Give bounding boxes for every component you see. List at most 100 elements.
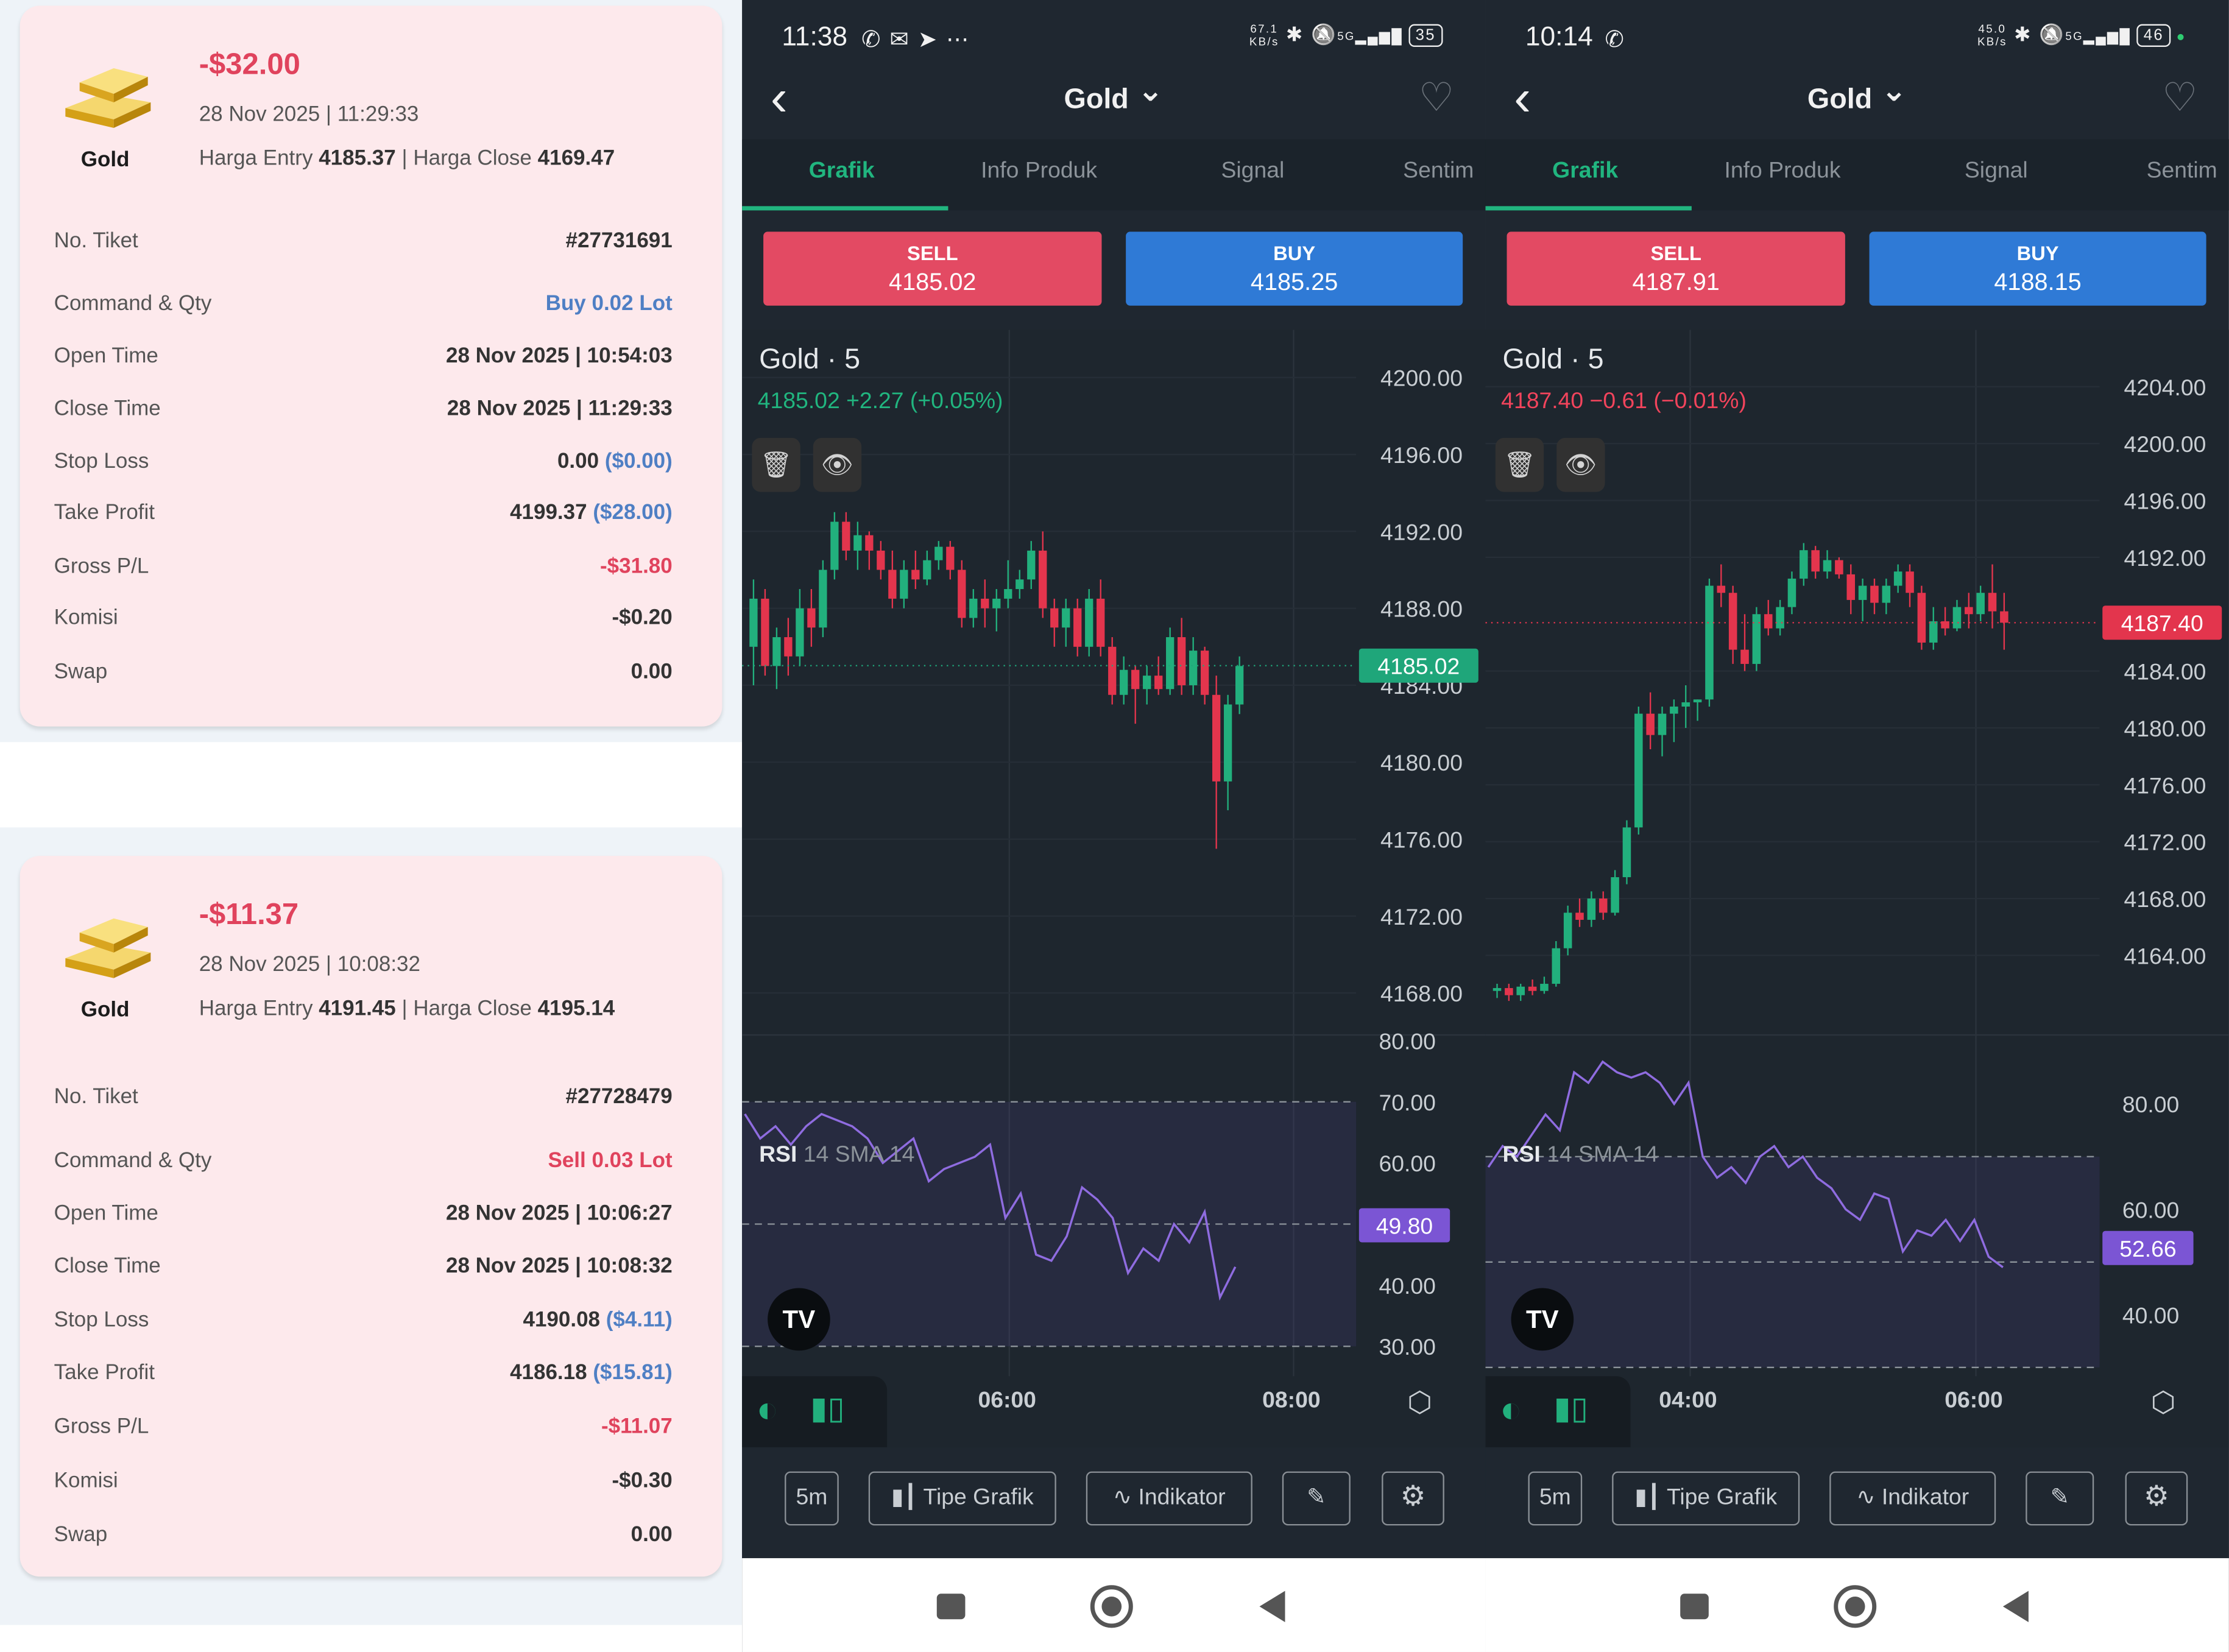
theme-toggle-icon[interactable]: ◐ <box>1499 1387 1522 1430</box>
chart-settings-icon[interactable]: ⬡ <box>1407 1387 1432 1419</box>
gear-icon[interactable]: ⚙ <box>1382 1471 1444 1526</box>
chart-type-button[interactable]: ▮┃ Tipe Grafik <box>1612 1471 1800 1526</box>
recent-apps-icon[interactable] <box>936 1594 966 1620</box>
candle <box>1670 699 1678 743</box>
chart-title: Gold · 5 <box>759 344 861 376</box>
tab-grafik[interactable]: Grafik <box>808 159 875 184</box>
price-chart[interactable]: 4200.00 4196.00 4192.00 4188.00 4184.00 4180.… <box>742 330 1486 1447</box>
time-axis-label: 06:00 <box>1945 1389 2003 1413</box>
candle <box>830 512 839 580</box>
candle <box>1062 598 1070 647</box>
back-chevron-icon[interactable]: ‹ <box>770 68 788 127</box>
detail-value-main: 0.00 <box>631 659 673 684</box>
app-header: ‹ Gold ⌄ ♡ <box>742 68 1485 131</box>
timeframe-button[interactable]: 5m <box>1528 1471 1583 1526</box>
candle <box>1634 706 1643 835</box>
price-axis-label: 4172.00 <box>2124 830 2206 855</box>
trade-card[interactable]: Gold -$11.37 28 Nov 2025 | 10:08:32 Harga E… <box>19 856 722 1577</box>
price-axis-label: 4168.00 <box>2124 886 2206 912</box>
buy-price: 4185.25 <box>1250 269 1338 296</box>
candle <box>1004 560 1012 609</box>
entry-price-label: Harga Entry <box>199 146 313 171</box>
tradingview-logo-icon[interactable]: TV <box>768 1288 830 1351</box>
notification-icons: ✆ ✉ ➤ ⋯ <box>861 28 970 53</box>
price-separator: | <box>401 997 408 1021</box>
close-price-label: Harga Close <box>413 997 532 1021</box>
tab-sentim[interactable]: Sentim <box>1403 159 1474 184</box>
heart-icon[interactable]: ♡ <box>2161 75 2198 120</box>
candle <box>1752 607 1761 671</box>
timeframe-button[interactable]: 5m <box>785 1471 839 1526</box>
tab-signal[interactable]: Signal <box>1964 159 2028 184</box>
tab-sentim[interactable]: Sentim <box>2146 159 2217 184</box>
trash-icon[interactable]: 🗑 <box>752 437 800 492</box>
candle <box>1178 618 1186 695</box>
detail-value-main: 28 Nov 2025 | 10:06:27 <box>445 1201 673 1226</box>
tab-info-produk[interactable]: Info Produk <box>981 159 1098 184</box>
home-icon[interactable] <box>1834 1585 1877 1628</box>
candle <box>784 618 793 676</box>
candle <box>1906 564 1914 607</box>
layout-toggle-icon[interactable]: ▮▯ <box>1553 1390 1589 1426</box>
eye-icon[interactable]: 👁 <box>813 437 862 492</box>
candle <box>1143 666 1151 705</box>
detail-label: Swap <box>54 1522 108 1547</box>
detail-value: -$11.07 <box>601 1414 673 1439</box>
back-icon[interactable] <box>2002 1590 2029 1622</box>
time-axis-label: 06:00 <box>978 1389 1036 1413</box>
sell-button[interactable]: SELL 4187.91 <box>1507 231 1845 306</box>
time-axis-label: 04:00 <box>1659 1389 1717 1413</box>
price-chart[interactable]: 4204.00 4200.00 4196.00 4192.00 4184.00 4180.… <box>1485 330 2229 1447</box>
instrument-selector[interactable]: Gold ⌄ <box>742 72 1485 117</box>
candle <box>1540 976 1549 994</box>
sell-button[interactable]: SELL 4185.02 <box>763 231 1102 306</box>
rsi-name: RSI <box>1502 1143 1541 1168</box>
recent-apps-icon[interactable] <box>1680 1594 1709 1620</box>
rsi-axis-label: 40.00 <box>1379 1273 1435 1299</box>
entry-price-value: 4191.45 <box>319 997 396 1021</box>
candle <box>1108 637 1117 705</box>
trash-icon[interactable]: 🗑 <box>1495 437 1544 492</box>
candle <box>1693 699 1702 721</box>
eye-icon[interactable]: 👁 <box>1556 437 1605 492</box>
candle <box>1587 891 1596 927</box>
rsi-indicator-label[interactable]: RSI 14 SMA 14 <box>1503 1143 1658 1168</box>
candle <box>1882 578 1891 615</box>
gear-icon[interactable]: ⚙ <box>2125 1471 2188 1526</box>
candle <box>865 531 874 570</box>
candlestick-icon: ▮┃ <box>1634 1485 1667 1510</box>
back-chevron-icon[interactable]: ‹ <box>1514 68 1531 127</box>
tradingview-logo-icon[interactable]: TV <box>1511 1288 1574 1351</box>
candle <box>1212 676 1221 849</box>
heart-icon[interactable]: ♡ <box>1418 75 1455 120</box>
home-icon[interactable] <box>1090 1585 1133 1628</box>
pencil-icon[interactable]: ✎ <box>2026 1471 2094 1526</box>
back-icon[interactable] <box>1259 1590 1285 1622</box>
candle <box>1039 531 1047 618</box>
rsi-indicator-label[interactable]: RSI 14 SMA 14 <box>759 1143 914 1168</box>
tab-info-produk[interactable]: Info Produk <box>1724 159 1841 184</box>
system-nav-bar <box>742 1558 1486 1652</box>
indicator-button[interactable]: ∿ Indikator <box>1086 1471 1252 1526</box>
detail-value: -$0.20 <box>612 605 672 630</box>
buy-button[interactable]: BUY 4188.15 <box>1869 231 2206 306</box>
candle <box>1976 585 1985 621</box>
detail-value-main: 28 Nov 2025 | 10:54:03 <box>445 344 673 369</box>
buy-button[interactable]: BUY 4185.25 <box>1126 231 1463 306</box>
theme-toggle-icon[interactable]: ◐ <box>756 1387 779 1430</box>
pencil-icon[interactable]: ✎ <box>1282 1471 1351 1526</box>
candle <box>1764 599 1773 636</box>
detail-row: Close Time 28 Nov 2025 | 11:29:33 <box>54 397 673 428</box>
price-axis-label: 4168.00 <box>1380 981 1463 1006</box>
trade-card[interactable]: Gold -$32.00 28 Nov 2025 | 11:29:33 Harga E… <box>19 5 722 727</box>
chart-settings-icon[interactable]: ⬡ <box>2150 1387 2176 1419</box>
tab-grafik[interactable]: Grafik <box>1552 159 1619 184</box>
tab-signal[interactable]: Signal <box>1221 159 1285 184</box>
chart-type-button[interactable]: ▮┃ Tipe Grafik <box>868 1471 1056 1526</box>
indicator-button[interactable]: ∿ Indikator <box>1829 1471 1996 1526</box>
candle <box>1027 541 1036 590</box>
instrument-selector[interactable]: Gold ⌄ <box>1486 72 2229 117</box>
layout-toggle-icon[interactable]: ▮▯ <box>810 1390 845 1426</box>
notification-icons: ✆ <box>1605 28 1626 53</box>
